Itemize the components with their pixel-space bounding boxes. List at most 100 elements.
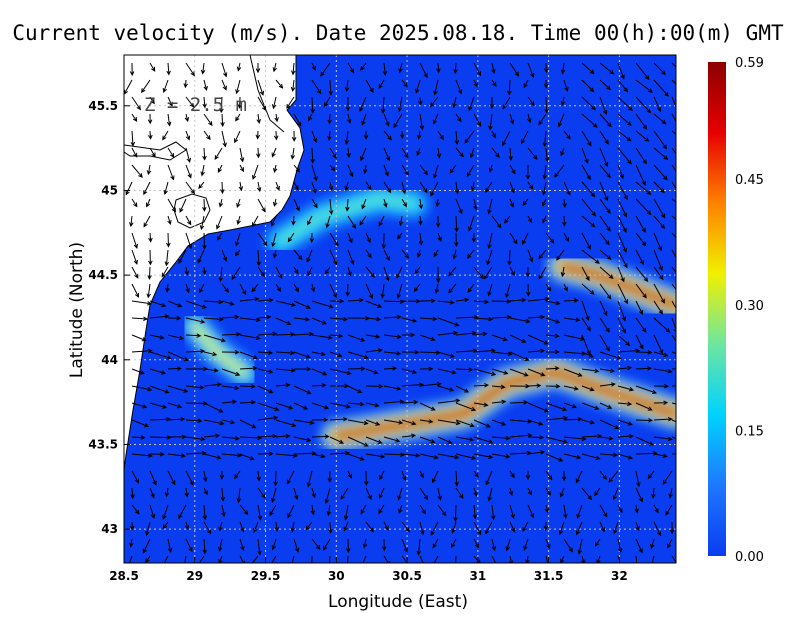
velocity-arrow (363, 130, 369, 140)
velocity-arrow (653, 147, 669, 161)
velocity-arrow (360, 62, 367, 71)
velocity-arrow (293, 181, 299, 191)
velocity-arrow (275, 368, 296, 373)
velocity-arrow (451, 521, 457, 534)
velocity-arrow (635, 418, 654, 423)
velocity-arrow (599, 147, 609, 168)
velocity-arrow (491, 299, 512, 304)
velocity-arrow (257, 504, 263, 521)
velocity-arrow (617, 385, 635, 392)
velocity-arrow (635, 164, 646, 186)
velocity-arrow (473, 402, 489, 407)
velocity-arrow (322, 538, 331, 551)
velocity-arrow (560, 62, 566, 75)
velocity-arrow (581, 433, 603, 439)
velocity-arrow (473, 266, 484, 280)
velocity-arrow (162, 79, 169, 94)
velocity-arrow (380, 283, 385, 299)
velocity-arrow (509, 504, 515, 520)
velocity-arrow (449, 164, 457, 174)
velocity-arrow (239, 334, 261, 341)
lake-1 (173, 193, 211, 229)
velocity-arrow (309, 232, 315, 244)
velocity-arrow (599, 504, 608, 518)
velocity-arrow (178, 249, 187, 265)
velocity-arrow (509, 334, 527, 343)
velocity-arrow (362, 538, 368, 549)
x-tick-label: 32 (611, 569, 628, 583)
velocity-arrow (308, 113, 313, 122)
velocity-arrow (401, 332, 416, 338)
velocity-arrow (545, 402, 568, 412)
velocity-arrow (383, 181, 392, 194)
velocity-arrow (161, 266, 169, 278)
velocity-arrow (455, 453, 477, 460)
velocity-arrow (310, 147, 315, 164)
velocity-arrow (200, 62, 206, 75)
velocity-arrow (617, 433, 635, 439)
velocity-arrow (473, 436, 494, 444)
velocity-arrow (542, 130, 548, 148)
velocity-arrows (124, 62, 676, 563)
velocity-arrow (286, 96, 295, 109)
velocity-arrow (527, 181, 534, 190)
velocity-arrow (221, 62, 228, 78)
velocity-arrow (542, 215, 547, 224)
velocity-arrow (545, 453, 564, 462)
velocity-arrow (483, 266, 493, 280)
velocity-arrow (561, 470, 567, 482)
velocity-arrow (327, 113, 332, 125)
velocity-arrow (275, 300, 297, 307)
velocity-arrow (185, 147, 192, 163)
velocity-arrow (563, 368, 583, 377)
velocity-arrow (563, 232, 570, 243)
velocity-arrow (435, 266, 441, 284)
velocity-arrow (454, 470, 459, 487)
velocity-arrow (383, 419, 404, 425)
velocity-arrow (508, 147, 513, 162)
velocity-arrow (383, 164, 389, 177)
velocity-arrow (218, 198, 224, 208)
velocity-arrow (306, 249, 313, 263)
velocity-arrow (273, 164, 278, 173)
velocity-arrow (275, 350, 296, 356)
velocity-arrow (545, 415, 569, 421)
velocity-arrow (581, 334, 591, 356)
velocity-arrow (329, 368, 352, 376)
velocity-arrow (311, 130, 318, 143)
velocity-arrow (236, 62, 242, 72)
velocity-arrow (275, 419, 297, 428)
velocity-arrow (432, 470, 439, 484)
velocity-arrow (472, 504, 478, 520)
velocity-arrow (509, 164, 516, 175)
velocity-arrow (220, 181, 225, 195)
velocity-arrow (671, 164, 676, 172)
velocity-arrow (365, 266, 375, 278)
velocity-arrow (563, 298, 579, 303)
velocity-arrow (485, 521, 493, 535)
velocity-arrow (467, 283, 475, 294)
velocity-arrow (671, 79, 676, 85)
velocity-arrow (184, 266, 190, 276)
colorbar-tick-label: 0.00 (735, 550, 764, 565)
velocity-arrow (185, 333, 202, 338)
velocity-arrow (455, 555, 457, 563)
velocity-arrow (490, 504, 496, 521)
velocity-arrow (383, 521, 389, 531)
velocity-arrow (543, 79, 549, 89)
velocity-arrow (202, 232, 207, 250)
velocity-arrow (617, 96, 633, 111)
velocity-arrow (401, 349, 420, 355)
velocity-arrow (471, 232, 477, 243)
velocity-arrow (329, 249, 338, 266)
velocity-arrow (401, 147, 409, 159)
velocity-arrow (577, 538, 583, 555)
velocity-arrow (347, 366, 366, 371)
velocity-arrow (455, 330, 477, 336)
velocity-arrow (653, 521, 661, 537)
velocity-arrow (162, 130, 169, 141)
velocity-arrow (429, 96, 439, 108)
velocity-arrow (221, 314, 240, 320)
velocity-arrow (202, 538, 207, 555)
velocity-arrow (581, 147, 589, 164)
